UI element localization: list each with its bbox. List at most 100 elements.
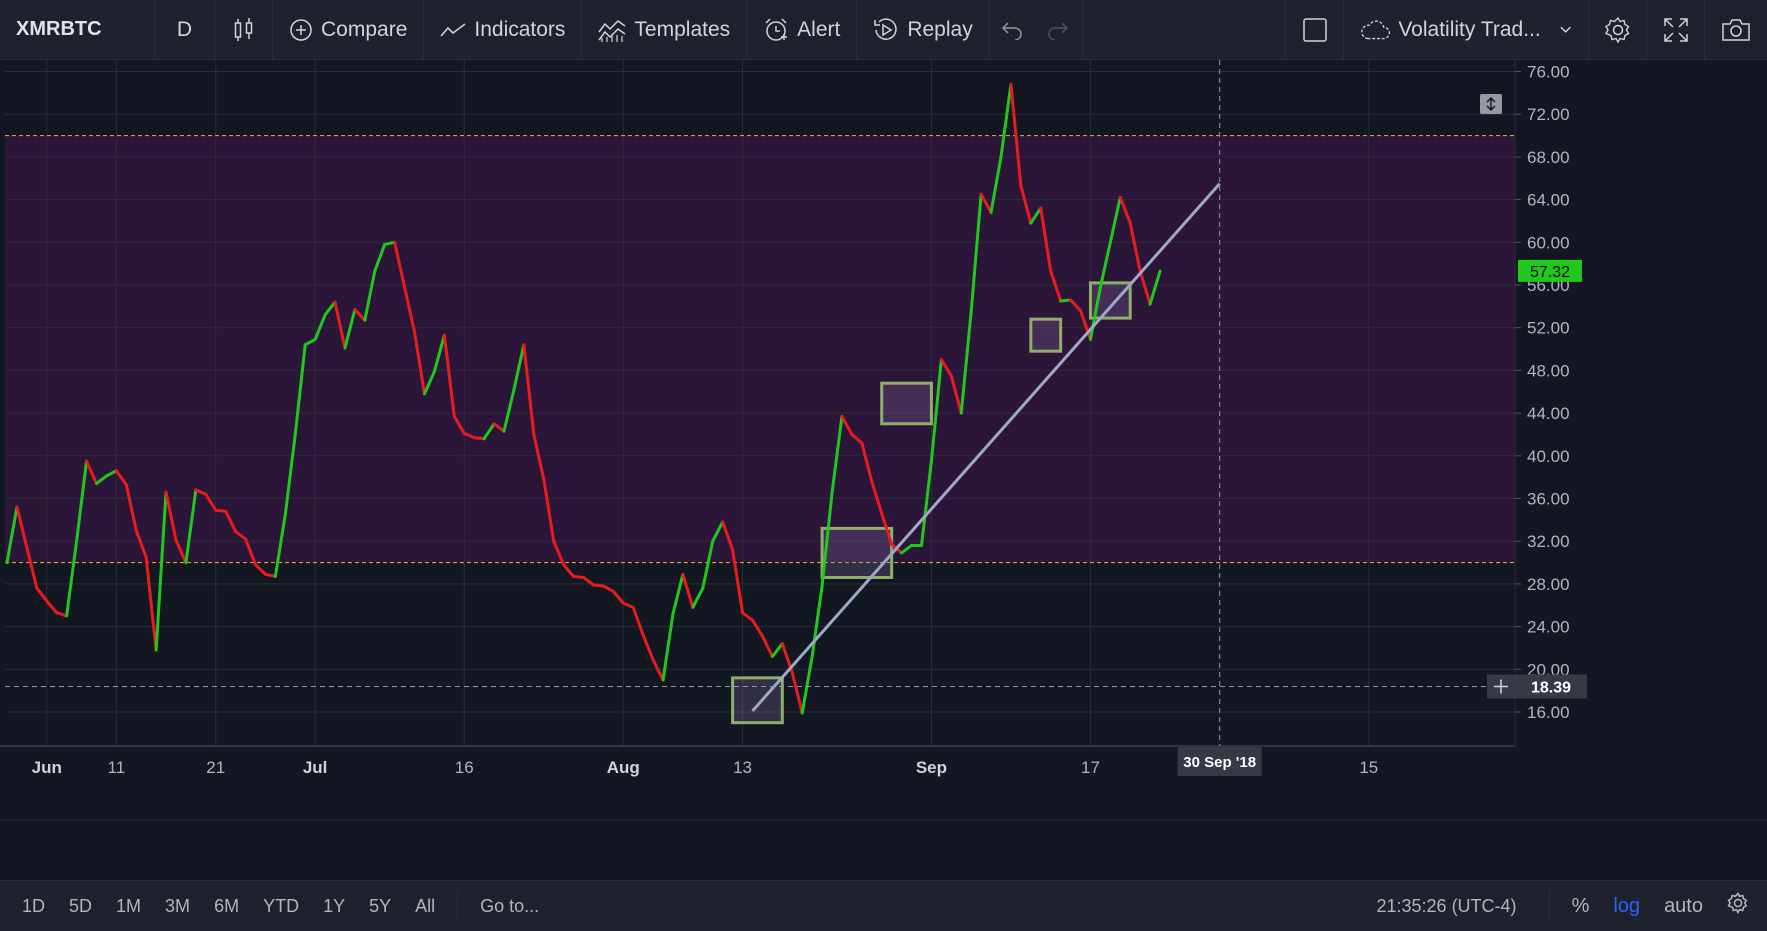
price-segment <box>273 513 287 578</box>
range-1m[interactable]: 1M <box>116 895 142 916</box>
undo-button[interactable] <box>990 0 1034 60</box>
price-segment <box>770 642 784 658</box>
price-segment <box>641 633 655 662</box>
time-tick-label: Jul <box>303 758 328 777</box>
price-segment <box>860 441 874 483</box>
price-segment <box>721 520 735 552</box>
volatility-zone <box>5 135 1515 563</box>
scale-settings-button[interactable] <box>1715 892 1767 920</box>
percent-scale-button[interactable]: % <box>1571 894 1590 917</box>
price-segment <box>164 490 178 542</box>
replay-button[interactable]: Replay <box>857 0 990 60</box>
price-tick-label: 48.00 <box>1527 361 1570 380</box>
price-segment <box>184 488 198 565</box>
time-tick-label: 15 <box>1359 758 1378 777</box>
fullscreen-button[interactable] <box>1647 0 1705 60</box>
price-tick-label: 24.00 <box>1527 618 1570 637</box>
price-segment <box>283 432 297 517</box>
price-segment <box>611 589 625 605</box>
price-segment <box>631 605 645 637</box>
range-5d[interactable]: 5D <box>69 895 93 916</box>
snapshot-button[interactable] <box>1705 0 1767 60</box>
price-segment <box>383 240 397 246</box>
price-segment <box>820 491 834 588</box>
fullscreen-layout-button[interactable] <box>1286 0 1344 60</box>
highlight-box <box>880 381 933 426</box>
price-segment <box>224 509 238 534</box>
price-segment <box>939 358 953 378</box>
price-chart[interactable]: 76.0072.0068.0064.0060.0056.0052.0048.00… <box>0 60 1767 880</box>
price-segment <box>482 422 496 441</box>
price-segment <box>741 611 754 622</box>
price-segment <box>333 300 347 350</box>
cloud-icon <box>1361 19 1390 39</box>
price-segment <box>303 337 317 347</box>
range-3m[interactable]: 3M <box>165 895 191 916</box>
gear-icon <box>1727 892 1748 915</box>
price-segment <box>621 601 635 609</box>
price-segment <box>363 269 377 322</box>
crosshair-date-badge <box>1177 747 1262 776</box>
symbol-label: XMRBTC <box>16 18 102 40</box>
price-segment <box>552 539 566 567</box>
symbol-search-button[interactable]: XMRBTC <box>0 0 155 60</box>
indicators-label: Indicators <box>474 17 566 41</box>
layout-selector[interactable]: Volatility Trad... <box>1344 0 1589 60</box>
price-segment <box>393 240 407 289</box>
price-segment <box>134 529 148 559</box>
settings-button[interactable] <box>1589 0 1647 60</box>
price-segment <box>830 414 844 495</box>
price-segment <box>582 575 595 587</box>
price-segment <box>1098 240 1112 289</box>
price-segment <box>1138 269 1152 306</box>
price-segment <box>810 584 824 658</box>
price-segment <box>651 658 665 682</box>
compare-button[interactable]: Compare <box>273 0 425 60</box>
top-toolbar: XMRBTC D Compare Indicators Templates Al… <box>0 0 1767 60</box>
alert-button[interactable]: Alert <box>747 0 858 60</box>
price-segment <box>5 505 19 565</box>
price-segment <box>144 555 158 652</box>
price-tick-label: 76.00 <box>1527 63 1570 82</box>
time-tick-label: 21 <box>206 758 225 777</box>
chart-style-button[interactable] <box>215 0 273 60</box>
range-all[interactable]: All <box>415 895 436 916</box>
chevron-down-icon <box>1560 26 1571 33</box>
price-segment <box>999 82 1013 159</box>
log-scale-button[interactable]: log <box>1613 894 1641 917</box>
price-segment <box>949 374 963 415</box>
price-segment <box>1009 82 1023 188</box>
price-tick-label: 44.00 <box>1527 404 1570 423</box>
price-tick-label: 36.00 <box>1527 490 1570 509</box>
plus-icon <box>1494 679 1508 694</box>
price-segment <box>442 333 456 418</box>
price-segment <box>174 538 188 565</box>
price-segment <box>462 431 476 440</box>
price-segment <box>422 369 436 396</box>
range-6m[interactable]: 6M <box>214 895 240 916</box>
price-axis <box>1515 60 1767 880</box>
price-segment <box>1108 195 1122 244</box>
expand-icon <box>1663 17 1688 42</box>
goto-date-button[interactable]: Go to... <box>480 895 540 916</box>
price-segment <box>492 422 506 433</box>
price-segment <box>94 474 108 486</box>
price-segment <box>35 586 49 603</box>
interval-button[interactable]: D <box>155 0 215 60</box>
price-segment <box>1039 206 1053 273</box>
indicators-button[interactable]: Indicators <box>424 0 583 60</box>
range-1y[interactable]: 1Y <box>323 895 346 916</box>
range-ytd[interactable]: YTD <box>263 895 300 916</box>
chart-area[interactable]: 76.00 72.00 68.00 64.00 60.00 56.00 52.00 48.00… <box>0 60 1767 880</box>
price-series <box>5 82 1162 715</box>
range-5y[interactable]: 5Y <box>369 895 392 916</box>
clock-timezone[interactable]: 21:35:26 (UTC-4) <box>1376 895 1517 916</box>
redo-button[interactable] <box>1034 0 1083 60</box>
range-1d[interactable]: 1D <box>22 895 46 916</box>
price-segment <box>154 490 168 652</box>
highlight-box <box>1029 317 1063 353</box>
price-segment <box>1118 195 1132 225</box>
time-axis <box>0 746 1767 880</box>
auto-scale-button[interactable]: auto <box>1664 894 1703 917</box>
templates-button[interactable]: Templates <box>582 0 748 60</box>
